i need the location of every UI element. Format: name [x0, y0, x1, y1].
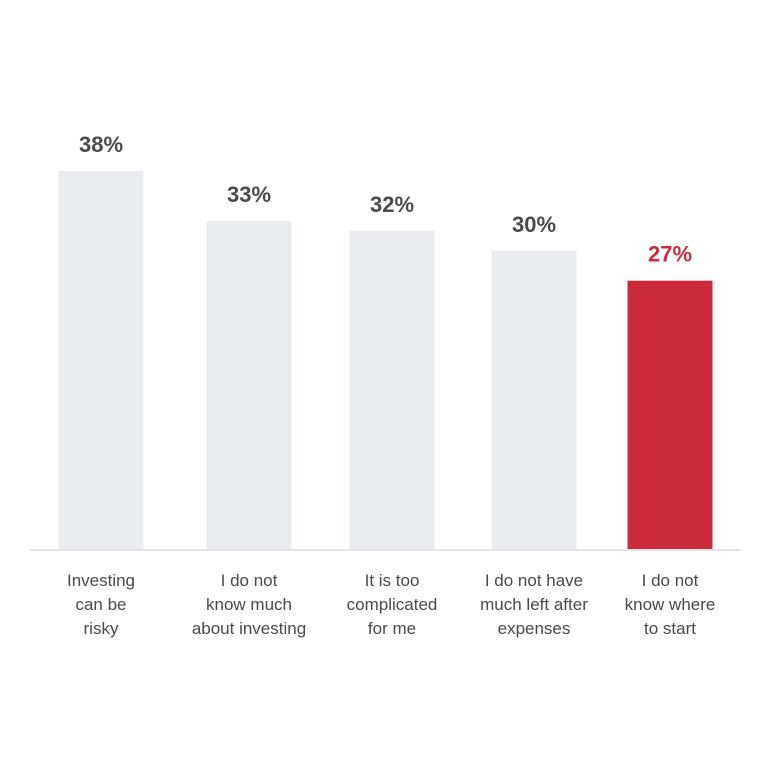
value-label-2: 33% [227, 182, 271, 207]
category-label-3: It is too complicated for me [347, 571, 438, 638]
value-label-4: 30% [512, 212, 556, 237]
bar-5 [627, 280, 713, 550]
category-label-line: expenses [498, 619, 571, 638]
category-label-line: I do not [642, 571, 699, 590]
bar-3 [349, 230, 435, 550]
bar-2 [206, 220, 292, 551]
category-label-line: Investing [67, 571, 135, 590]
category-label-line: complicated [347, 595, 438, 614]
category-label-line: much left after [480, 595, 588, 614]
category-label-4: I do not have much left after expenses [480, 571, 588, 638]
category-label-line: about investing [192, 619, 306, 638]
category-labels-group: Investing can be risky I do not know much abo… [67, 571, 715, 638]
category-label-line: It is too [365, 571, 420, 590]
category-label-5: I do not know where to start [625, 571, 716, 638]
value-labels-group: 38% 33% 32% 30% 27% [79, 132, 692, 267]
category-label-line: for me [368, 619, 416, 638]
category-label-1: Investing can be risky [67, 571, 135, 638]
category-label-line: know where [625, 595, 716, 614]
bars-group [58, 171, 713, 551]
value-label-1: 38% [79, 132, 123, 157]
category-label-line: risky [84, 619, 119, 638]
value-label-5: 27% [648, 242, 692, 267]
category-label-line: I do not [221, 571, 278, 590]
bar-1 [58, 171, 144, 550]
value-label-3: 32% [370, 192, 414, 217]
category-label-line: to start [644, 619, 696, 638]
category-label-line: know much [206, 595, 292, 614]
category-label-line: I do not have [485, 571, 583, 590]
category-label-line: can be [75, 595, 126, 614]
bar-4 [491, 250, 577, 550]
category-label-2: I do not know much about investing [192, 571, 306, 638]
